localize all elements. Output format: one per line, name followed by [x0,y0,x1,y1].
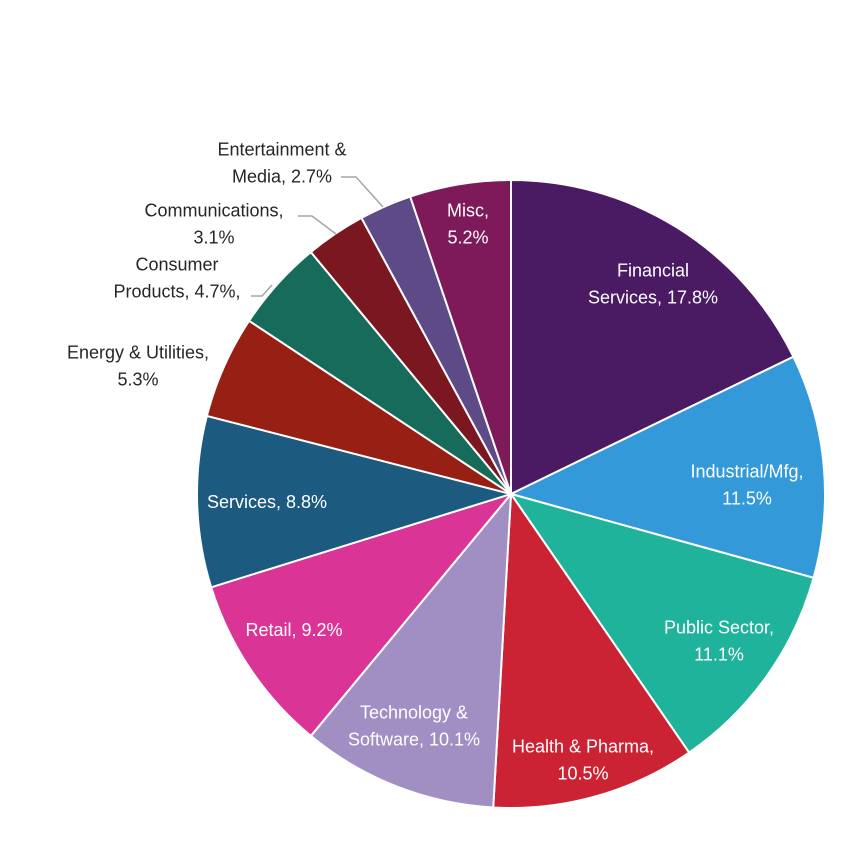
slice-label-line: Consumer [135,255,218,275]
slice-label-line: Industrial/Mfg, [690,462,803,482]
leader-line [251,284,273,297]
pie-slice-financial-services [510,178,795,496]
slice-labels: Financial Services, 17.8% Industrial/Mfg, 1… [67,140,804,784]
slice-label: Public Sector, 11.1% [664,618,774,665]
slice-label-line: Energy & Utilities, [67,343,209,363]
slice-label-line: 10.5% [557,764,608,784]
pie-slice-services [196,414,515,589]
slice-label: Technology & Software, 10.1% [348,703,480,750]
pie-slice-public-sector [508,492,815,754]
slice-label-line: Public Sector, [664,618,774,638]
pie-slice-health-pharma [492,491,691,809]
slice-label: Communications, 3.1% [144,201,283,248]
slice-label-line: Technology & [360,703,468,723]
slice-label-line: Health & Pharma, [512,737,654,757]
slice-label-line: Misc, [447,201,489,221]
leader-lines [251,176,384,297]
slice-label: Energy & Utilities, 5.3% [67,343,209,390]
pie-slice-misc [408,178,512,495]
slice-label: Services, 8.8% [207,492,327,512]
pie-slice-retail [209,492,514,738]
slice-label: Health & Pharma, 10.5% [512,737,654,784]
pie-slices [196,178,826,809]
slice-label-line: 11.5% [722,489,772,509]
slice-label: Misc, 5.2% [447,201,489,248]
slice-label: Retail, 9.2% [245,620,342,640]
slice-label-line: Retail, 9.2% [245,620,342,640]
leader-line [341,176,384,208]
slice-label-line: 3.1% [193,228,234,248]
slice-label: Industrial/Mfg, 11.5% [690,462,803,509]
pie-slice-industrial-mfg [508,355,826,580]
slice-label-line: Financial [617,261,689,281]
slice-label-line: Entertainment & [217,140,346,160]
slice-label: Consumer Products, 4.7%, [113,255,240,302]
slice-label-line: 5.2% [447,228,488,248]
leader-line [298,215,337,235]
slice-label-line: Services, 17.8% [588,288,718,308]
slice-label: Entertainment & Media, 2.7% [217,140,346,187]
pie-slice-technology-software [309,491,513,809]
slice-label-line: 5.3% [117,370,158,390]
slice-label-line: Services, 8.8% [207,492,327,512]
slice-label-line: Software, 10.1% [348,730,480,750]
slice-label-line: Communications, [144,201,283,221]
slice-label: Financial Services, 17.8% [588,261,718,308]
slice-label-line: Media, 2.7% [232,167,332,187]
slice-label-line: 11.1% [694,645,744,665]
slice-label-line: Products, 4.7%, [113,282,240,302]
